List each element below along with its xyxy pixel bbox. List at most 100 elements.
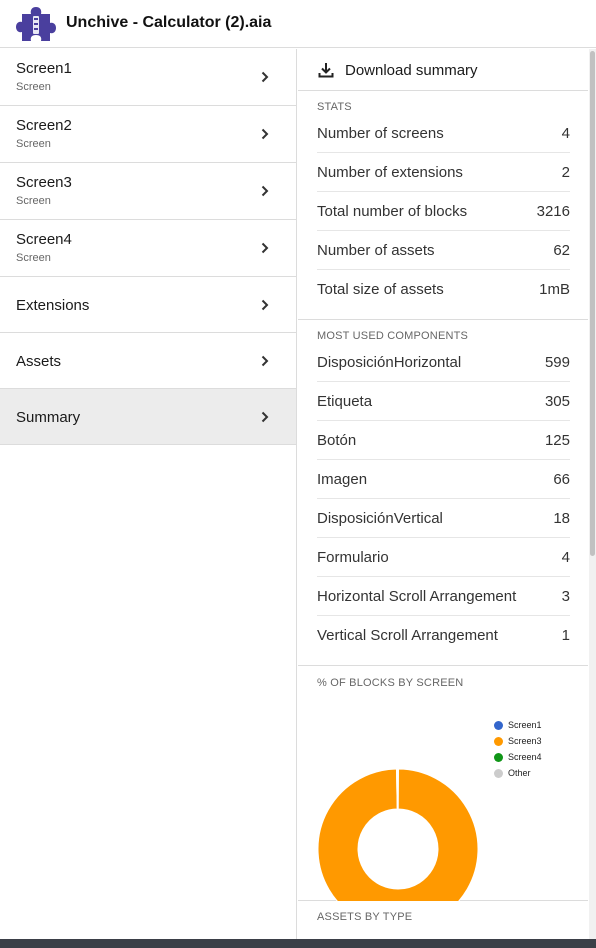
stat-value: 2 (561, 164, 570, 181)
section-title: STATS (317, 101, 352, 113)
component-row: Formulario 4 (317, 538, 570, 577)
stat-row: Total size of assets 1mB (317, 270, 570, 309)
component-row: Etiqueta 305 (317, 382, 570, 421)
legend-label: Other (508, 768, 531, 778)
chevron-right-icon (261, 71, 269, 83)
component-row: Imagen 66 (317, 460, 570, 499)
component-label: DisposiciónHorizontal (317, 354, 462, 371)
legend-dot (494, 769, 503, 778)
chevron-right-icon (261, 299, 269, 311)
section-title: MOST USED COMPONENTS (317, 330, 469, 342)
stat-value: 4 (561, 125, 570, 142)
component-row: Vertical Scroll Arrangement 1 (317, 616, 570, 655)
stats-section: STATS Number of screens 4 Number of exte… (298, 91, 588, 320)
component-count: 125 (544, 432, 570, 449)
sidebar-item-label: Summary (16, 409, 81, 426)
sidebar-item-summary[interactable]: Summary (0, 389, 296, 445)
component-row: DisposiciónHorizontal 599 (317, 343, 570, 382)
component-label: Horizontal Scroll Arrangement (317, 588, 517, 605)
assets-by-type-section: ASSETS BY TYPE (298, 901, 588, 939)
stat-label: Number of screens (317, 125, 444, 142)
donut-slice-screen3[interactable] (317, 768, 479, 901)
legend-item-screen3[interactable]: Screen3 (494, 734, 574, 750)
chevron-right-icon (261, 185, 269, 197)
puzzle-piece-icon (16, 7, 56, 41)
stat-label: Total number of blocks (317, 203, 468, 220)
component-row: Horizontal Scroll Arrangement 3 (317, 577, 570, 616)
sidebar-item-sublabel: Screen (16, 195, 51, 207)
legend-label: Screen3 (508, 736, 542, 746)
component-label: DisposiciónVertical (317, 510, 443, 527)
sidebar-item-label: Extensions (16, 297, 90, 314)
legend-label: Screen4 (508, 752, 542, 762)
sidebar-item-extensions[interactable]: Extensions (0, 277, 296, 333)
chart-title: % OF BLOCKS BY SCREEN (317, 677, 464, 689)
stat-label: Total size of assets (317, 281, 444, 298)
scrollbar-thumb[interactable] (590, 51, 595, 556)
legend-dot (494, 753, 503, 762)
chevron-right-icon (261, 242, 269, 254)
component-count: 4 (561, 549, 570, 566)
chevron-right-icon (261, 411, 269, 423)
component-count: 599 (544, 354, 570, 371)
sidebar-item-label: Screen3 (16, 174, 72, 191)
stat-label: Number of extensions (317, 164, 463, 181)
download-summary-label: Download summary (345, 62, 478, 79)
component-count: 18 (553, 510, 570, 527)
app-header: Unchive - Calculator (2).aia (0, 0, 596, 48)
component-label: Imagen (317, 471, 368, 488)
vertical-scrollbar[interactable] (589, 49, 596, 939)
taskbar-strip (0, 939, 596, 948)
sidebar-item-screen2[interactable]: Screen2 Screen (0, 106, 296, 163)
sidebar-item-label: Screen4 (16, 231, 72, 248)
sidebar-item-screen4[interactable]: Screen4 Screen (0, 220, 296, 277)
sidebar-item-sublabel: Screen (16, 81, 51, 93)
legend-item-screen4[interactable]: Screen4 (494, 750, 574, 766)
legend-dot (494, 721, 503, 730)
stat-label: Number of assets (317, 242, 435, 259)
blocks-donut-chart: 99.6% (317, 768, 479, 901)
stat-row: Number of screens 4 (317, 114, 570, 153)
sidebar-item-label: Screen1 (16, 60, 72, 77)
sidebar-item-assets[interactable]: Assets (0, 333, 296, 389)
blocks-by-screen-section: % OF BLOCKS BY SCREEN 99.6% Screen1Scree… (298, 666, 588, 901)
app-title: Unchive - Calculator (2).aia (66, 14, 272, 31)
legend-item-other[interactable]: Other (494, 766, 574, 782)
summary-panel: Download summary STATS Number of screens… (298, 49, 588, 939)
legend-label: Screen1 (508, 720, 542, 730)
sidebar-item-screen1[interactable]: Screen1 Screen (0, 49, 296, 106)
stat-value: 1mB (539, 281, 570, 298)
donut-slice-other[interactable] (396, 768, 399, 810)
component-count: 66 (553, 471, 570, 488)
stat-value: 62 (553, 242, 570, 259)
chevron-right-icon (261, 355, 269, 367)
chevron-right-icon (261, 128, 269, 140)
component-count: 305 (544, 393, 570, 410)
component-label: Formulario (317, 549, 389, 566)
stat-row: Total number of blocks 3216 (317, 192, 570, 231)
legend-item-screen1[interactable]: Screen1 (494, 718, 574, 734)
component-row: Botón 125 (317, 421, 570, 460)
legend-dot (494, 737, 503, 746)
component-label: Botón (317, 432, 357, 449)
component-count: 3 (561, 588, 570, 605)
section-title: ASSETS BY TYPE (317, 911, 413, 923)
sidebar-item-label: Assets (16, 353, 62, 370)
stat-value: 3216 (536, 203, 570, 220)
sidebar-item-screen3[interactable]: Screen3 Screen (0, 163, 296, 220)
chart-legend: Screen1 Screen3 Screen4 Other (494, 718, 574, 782)
component-label: Etiqueta (317, 393, 373, 410)
stat-row: Number of assets 62 (317, 231, 570, 270)
component-count: 1 (561, 627, 570, 644)
component-label: Vertical Scroll Arrangement (317, 627, 498, 644)
components-section: MOST USED COMPONENTS DisposiciónHorizont… (298, 320, 588, 666)
stat-row: Number of extensions 2 (317, 153, 570, 192)
sidebar-item-sublabel: Screen (16, 138, 51, 150)
component-row: DisposiciónVertical 18 (317, 499, 570, 538)
download-icon (318, 63, 334, 78)
sidebar-item-label: Screen2 (16, 117, 72, 134)
sidebar: Screen1 Screen Screen2 Screen Screen3 Sc… (0, 49, 297, 939)
download-summary-button[interactable]: Download summary (298, 49, 588, 91)
sidebar-item-sublabel: Screen (16, 252, 51, 264)
